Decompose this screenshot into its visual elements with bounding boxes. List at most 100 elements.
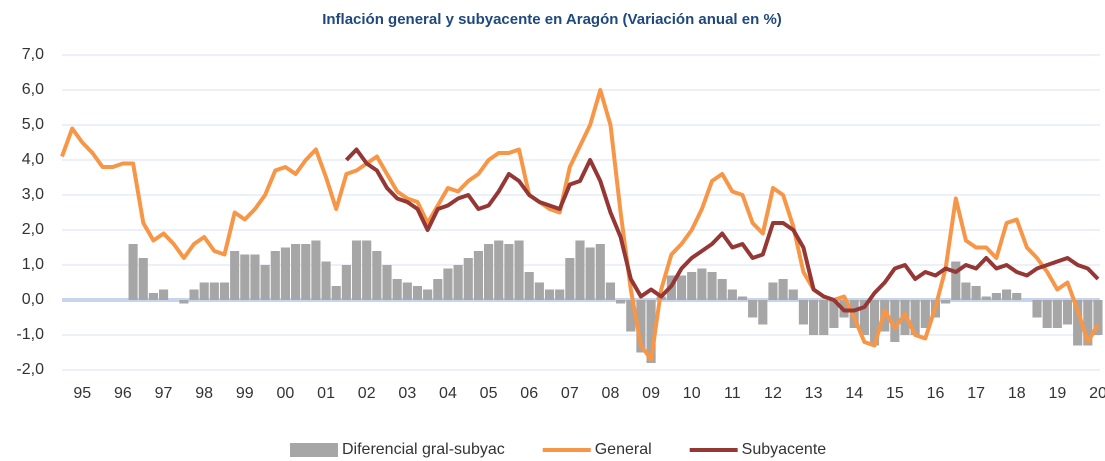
- bar: [463, 258, 473, 300]
- bar: [991, 293, 1001, 300]
- bar: [534, 282, 544, 300]
- y-tick-label: 5,0: [22, 116, 44, 133]
- bar: [158, 289, 169, 300]
- bar: [179, 300, 189, 304]
- legend-swatch: [290, 443, 338, 457]
- bar: [768, 282, 778, 300]
- bar: [829, 300, 839, 328]
- bar: [595, 244, 605, 300]
- x-tick-label: 08: [602, 385, 620, 402]
- x-tick-label: 95: [73, 385, 91, 402]
- bar: [1042, 300, 1052, 328]
- bar: [382, 265, 392, 300]
- bar: [626, 300, 636, 332]
- x-tick-label: 19: [1048, 385, 1066, 402]
- bar: [1073, 300, 1083, 346]
- bar: [707, 272, 717, 300]
- bar: [798, 300, 808, 325]
- bar: [981, 296, 991, 300]
- x-tick-label: 01: [317, 385, 335, 402]
- bar: [1001, 289, 1012, 300]
- bar: [1032, 300, 1042, 318]
- bar: [646, 300, 656, 363]
- x-tick-label: 10: [683, 385, 701, 402]
- bar: [1062, 300, 1073, 325]
- bar: [910, 300, 920, 335]
- x-tick-label: 04: [439, 385, 457, 402]
- x-tick-label: 20: [1089, 385, 1105, 402]
- bar: [372, 251, 382, 300]
- x-tick-label: 99: [236, 385, 254, 402]
- y-tick-label: -1,0: [16, 326, 44, 343]
- bar: [321, 261, 331, 300]
- bar: [869, 300, 880, 346]
- bar: [819, 300, 829, 335]
- bar: [311, 240, 321, 300]
- bar: [138, 258, 148, 300]
- bar: [250, 254, 260, 300]
- bar: [1083, 300, 1093, 346]
- bar: [1012, 293, 1022, 300]
- bar: [1052, 300, 1062, 328]
- bar: [778, 279, 788, 300]
- bar: [443, 268, 453, 300]
- bar: [412, 286, 423, 300]
- bar: [341, 265, 351, 300]
- x-tick-label: 03: [398, 385, 416, 402]
- x-tick-label: 12: [764, 385, 782, 402]
- bar: [423, 289, 433, 300]
- bar: [260, 265, 270, 300]
- bar: [676, 275, 687, 300]
- x-tick-label: 96: [114, 385, 132, 402]
- x-tick-label: 17: [967, 385, 985, 402]
- bar: [301, 244, 311, 300]
- bar: [697, 268, 707, 300]
- bar: [280, 247, 291, 300]
- bar: [951, 261, 961, 300]
- x-tick-label: 07: [561, 385, 579, 402]
- y-tick-label: 7,0: [22, 46, 44, 63]
- bar: [524, 272, 534, 300]
- bar: [565, 258, 575, 300]
- bar: [920, 300, 930, 328]
- x-tick-label: 00: [277, 385, 295, 402]
- bar: [616, 300, 626, 304]
- x-tick-label: 18: [1008, 385, 1026, 402]
- y-tick-label: -2,0: [16, 361, 44, 378]
- bar: [189, 289, 199, 300]
- bar: [494, 240, 504, 300]
- bar: [230, 251, 240, 300]
- x-tick-label: 05: [480, 385, 498, 402]
- bar: [199, 282, 209, 300]
- bar: [240, 254, 250, 300]
- bar: [128, 244, 138, 300]
- bar: [971, 286, 981, 300]
- bar: [727, 289, 737, 300]
- bar: [514, 240, 524, 300]
- bar: [687, 272, 697, 300]
- x-tick-label: 98: [195, 385, 213, 402]
- bar: [362, 240, 372, 300]
- x-tick-label: 14: [845, 385, 863, 402]
- bar: [585, 247, 595, 300]
- bar: [453, 265, 463, 300]
- y-tick-label: 6,0: [22, 81, 44, 98]
- bar: [788, 289, 798, 300]
- bar: [941, 300, 951, 304]
- bar: [504, 244, 514, 300]
- bar: [758, 300, 768, 325]
- line: [60, 88, 1100, 362]
- x-tick-label: 97: [155, 385, 173, 402]
- x-tick-label: 16: [927, 385, 945, 402]
- bar: [433, 279, 443, 300]
- bar: [1093, 300, 1103, 335]
- bar: [473, 251, 483, 300]
- bar: [809, 300, 819, 335]
- legend-label: Subyacente: [742, 441, 827, 458]
- bar: [636, 300, 646, 353]
- bar: [270, 251, 280, 300]
- legend-label: General: [595, 441, 652, 458]
- bar: [717, 279, 727, 300]
- bar: [331, 286, 341, 300]
